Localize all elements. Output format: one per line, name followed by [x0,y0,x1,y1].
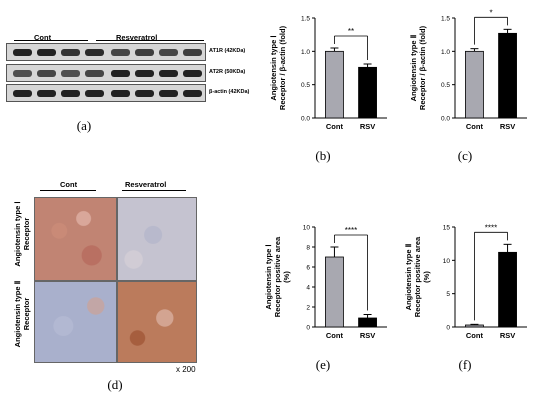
blot-strip-beta-actin [6,84,206,102]
chart-c: 0.0 0.5 1.0 1.5 Angiotensin type Ⅱ Receptor /… [409,8,527,131]
bar-cont [465,324,484,328]
x-tick-label: RSV [360,331,375,340]
micro-col-resveratrol-line [122,190,186,191]
chart-e: 0 2 4 6 8 10 Angiotensin type Ⅰ Receptor positi… [264,225,387,340]
blot-group-resveratrol-label: Resveratrol [116,33,158,42]
x-tick-label: Cont [466,331,484,340]
micro-row-type2-label: Angiotensin type Ⅱ Receptor [13,280,31,348]
panel-label-b: (b) [315,148,331,163]
x-tick-label: Cont [466,122,484,131]
y-tick-label: 0.0 [441,116,450,123]
panel-label-c: (c) [457,148,473,163]
y-tick-label: 10 [443,258,451,265]
bar-cont [325,256,344,328]
blot-label-beta-actin: β-actin (42KDa) [209,89,250,95]
significance-marker: **** [345,226,357,235]
micro-type2-resveratrol [117,281,197,363]
panel-label-a: (a) [76,118,92,133]
y-axis-label-line: Receptor positive area [413,236,422,317]
y-axis-label-line: Angiotensin type Ⅰ [264,244,273,309]
y-tick-label: 1.5 [441,16,450,23]
y-tick-label: 8 [306,245,310,252]
x-tick-label: Cont [326,331,344,340]
y-axis-label-line: Angiotensin type Ⅱ [409,34,418,101]
chart-f: 0 5 10 15 Angiotensin type Ⅱ Receptor positiv… [404,223,527,340]
y-axis-label-line: (%) [422,271,431,283]
blot-strip-at2r [6,64,206,82]
micro-col-cont-label: Cont [60,180,78,189]
y-tick-label: 10 [303,225,311,232]
blot-group-cont-label: Cont [34,33,52,42]
y-tick-label: 0 [306,325,310,332]
y-axis-label-line: Receptor / β-actin (fold) [418,25,427,110]
y-axis-label-line: (%) [282,271,291,283]
y-tick-label: 0.5 [441,82,450,89]
panel-label-e: (e) [315,357,331,372]
y-tick-label: 1.0 [301,49,310,56]
micro-col-cont-line [40,190,96,191]
y-tick-label: 2 [306,305,310,312]
western-blot-panel: Cont Resveratrol AT1R (42KDa) AT2R (50KD… [6,28,253,102]
y-tick-label: 1.5 [301,16,310,23]
y-tick-label: 1.0 [441,49,450,56]
y-axis-label-line: Receptor / β-actin (fold) [278,25,287,110]
bar-cont [325,50,344,119]
panel-label-f: (f) [458,357,472,372]
x-tick-label: Cont [326,122,344,131]
y-tick-label: 0 [446,325,450,332]
significance-marker: * [489,8,492,17]
y-tick-label: 0.0 [301,116,310,123]
x-tick-label: RSV [360,122,375,131]
y-tick-label: 6 [306,265,310,272]
micro-col-resveratrol-label: Resveratrol [125,180,167,189]
y-axis-label-line: Angiotensin type Ⅰ [269,35,278,100]
bar-cont [465,50,484,119]
y-axis-label-line: Receptor positive area [273,236,282,317]
significance-marker: ** [348,27,354,36]
y-tick-label: 15 [443,225,451,232]
chart-b: 0.0 0.5 1.0 1.5 Angiotensin type Ⅰ Receptor /… [269,16,387,131]
bar-rsv [358,66,377,119]
x-tick-label: RSV [500,331,515,340]
bar-rsv [358,317,377,328]
magnification-label: x 200 [176,365,196,374]
significance-marker: **** [485,223,497,232]
bar-rsv [498,251,517,328]
micro-row-type1-label: Angiotensin type Ⅰ Receptor [13,201,31,267]
blot-label-at1r: AT1R (42KDa) [209,48,246,54]
y-tick-label: 5 [446,291,450,298]
x-tick-label: RSV [500,122,515,131]
blot-label-at2r: AT2R (50KDa) [209,69,246,75]
blot-strip-at1r [6,43,206,61]
micro-type1-resveratrol [117,197,197,281]
micro-type1-cont [34,197,117,281]
y-tick-label: 0.5 [301,82,310,89]
blot-group-resveratrol-line [96,40,204,41]
micro-type2-cont [34,281,117,363]
blot-group-cont-line [14,40,88,41]
bar-rsv [498,32,517,119]
y-tick-label: 4 [306,285,310,292]
panel-label-d: (d) [107,377,123,392]
y-axis-label-line: Angiotensin type Ⅱ [404,243,413,310]
